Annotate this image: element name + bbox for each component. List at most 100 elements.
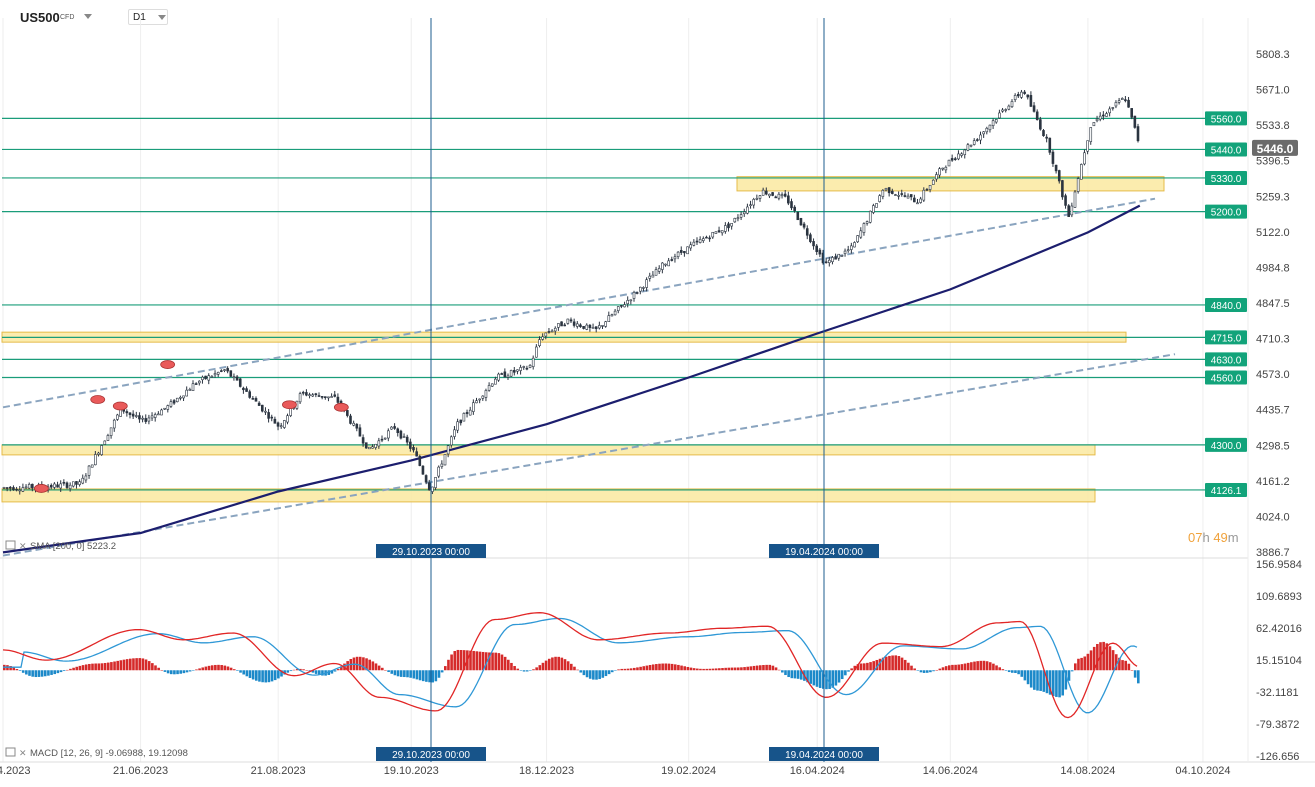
date-tick-label: 18.12.2023 bbox=[519, 765, 574, 777]
indicator-settings-icon[interactable] bbox=[5, 540, 16, 550]
macd-histogram-bar bbox=[847, 670, 850, 672]
indicator-close-icon: ✕ bbox=[19, 541, 27, 551]
macd-histogram-bar bbox=[97, 663, 101, 671]
candle-body bbox=[1108, 108, 1111, 114]
candle-body bbox=[1029, 95, 1033, 107]
candle-body bbox=[683, 250, 686, 254]
candle-body bbox=[371, 446, 374, 449]
macd-histogram-bar bbox=[484, 652, 488, 671]
macd-histogram-bar bbox=[469, 650, 472, 671]
candle-body bbox=[774, 196, 778, 199]
macd-histogram-bar bbox=[938, 668, 942, 671]
candle-body bbox=[645, 279, 648, 288]
candle-body bbox=[459, 419, 463, 424]
macd-histogram-bar bbox=[66, 669, 69, 671]
candle-body bbox=[944, 166, 948, 171]
price-tick-label: 4024.0 bbox=[1256, 511, 1290, 523]
macd-histogram-bar bbox=[636, 667, 639, 671]
price-tick-label: 4298.5 bbox=[1256, 440, 1290, 452]
level-price-label: 4560.0 bbox=[1211, 374, 1242, 385]
macd-histogram-bar bbox=[948, 665, 951, 671]
candle-body bbox=[364, 442, 368, 449]
macd-histogram-bar bbox=[18, 670, 22, 671]
candle-body bbox=[550, 330, 554, 333]
macd-histogram-bar bbox=[40, 670, 44, 677]
candle-body bbox=[131, 413, 135, 417]
candle-body bbox=[399, 430, 403, 439]
current-price-label: 5446.0 bbox=[1257, 142, 1294, 156]
macd-histogram-bar bbox=[226, 666, 230, 671]
macd-histogram-bar bbox=[236, 670, 239, 671]
macd-histogram-bar bbox=[970, 662, 973, 671]
macd-histogram-bar bbox=[292, 669, 296, 671]
macd-histogram-bar bbox=[277, 670, 280, 679]
candle-body bbox=[790, 201, 793, 209]
candle-body bbox=[982, 131, 985, 135]
candle-body bbox=[242, 387, 245, 391]
macd-histogram-bar bbox=[680, 665, 683, 671]
sma-indicator-label: SMA [200, 0] 5223.2 bbox=[30, 541, 116, 552]
candle-body bbox=[87, 465, 91, 476]
symbol-selector[interactable]: US500 bbox=[20, 10, 60, 25]
candle-body bbox=[446, 445, 450, 455]
candle-body bbox=[500, 373, 504, 375]
macd-histogram-bar bbox=[900, 657, 904, 671]
candle-body bbox=[31, 483, 34, 489]
candle-body bbox=[254, 398, 258, 402]
macd-histogram-bar bbox=[840, 670, 844, 680]
macd-histogram-bar bbox=[478, 651, 482, 671]
candle-body bbox=[182, 395, 185, 399]
candle-body bbox=[235, 376, 239, 381]
candle-body bbox=[1117, 100, 1121, 103]
macd-histogram-bar bbox=[692, 668, 696, 671]
crosshair-date-label: 29.10.2023 00:00 bbox=[392, 547, 470, 558]
candle-body bbox=[739, 214, 743, 218]
timeframe-select[interactable]: D1 bbox=[128, 9, 168, 25]
macd-histogram-bar bbox=[412, 670, 416, 679]
macd-histogram-bar bbox=[355, 656, 359, 671]
candle-body bbox=[238, 378, 242, 387]
price-tick-label: 5122.0 bbox=[1256, 227, 1290, 239]
macd-histogram-bar bbox=[651, 664, 655, 671]
symbol-dropdown-icon[interactable] bbox=[84, 14, 92, 19]
macd-histogram-bar bbox=[500, 654, 504, 671]
candle-body bbox=[579, 324, 582, 328]
macd-histogram-bar bbox=[1061, 670, 1064, 696]
candle-body bbox=[358, 427, 362, 437]
candle-body bbox=[9, 486, 12, 489]
pivot-marker-icon bbox=[112, 401, 128, 411]
candle-body bbox=[1076, 178, 1080, 192]
candle-body bbox=[84, 475, 88, 481]
candle-body bbox=[953, 158, 957, 160]
candle-body bbox=[97, 452, 100, 455]
macd-histogram-bar bbox=[110, 662, 113, 671]
macd-histogram-bar bbox=[995, 665, 998, 671]
price-tick-label: 4984.8 bbox=[1256, 262, 1290, 274]
level-price-tag bbox=[1205, 352, 1247, 367]
macd-histogram-bar bbox=[702, 668, 705, 671]
candle-body bbox=[68, 484, 72, 489]
macd-histogram-bar bbox=[844, 670, 847, 676]
candle-body bbox=[207, 375, 211, 381]
macd-histogram-bar bbox=[358, 656, 362, 671]
price-tick-label: 5808.3 bbox=[1256, 49, 1290, 61]
macd-histogram-bar bbox=[330, 670, 334, 674]
candle-body bbox=[213, 373, 217, 376]
candle-body bbox=[815, 245, 819, 253]
candle-body bbox=[201, 376, 204, 381]
indicator-settings-icon[interactable] bbox=[5, 747, 16, 757]
macd-histogram-bar bbox=[106, 662, 110, 671]
candle-body bbox=[1001, 109, 1004, 112]
macd-histogram-bar bbox=[374, 663, 378, 671]
candle-body bbox=[12, 487, 15, 491]
macd-histogram-bar bbox=[525, 670, 529, 672]
candle-body bbox=[251, 398, 255, 400]
macd-tick-label: 62.42016 bbox=[1256, 623, 1302, 635]
macd-histogram-bar bbox=[818, 670, 822, 688]
macd-histogram-bar bbox=[1058, 670, 1061, 698]
instrument-type: CFD bbox=[60, 14, 75, 21]
candle-body bbox=[1023, 91, 1026, 94]
macd-histogram-bar bbox=[979, 660, 983, 671]
candle-body bbox=[503, 371, 507, 378]
